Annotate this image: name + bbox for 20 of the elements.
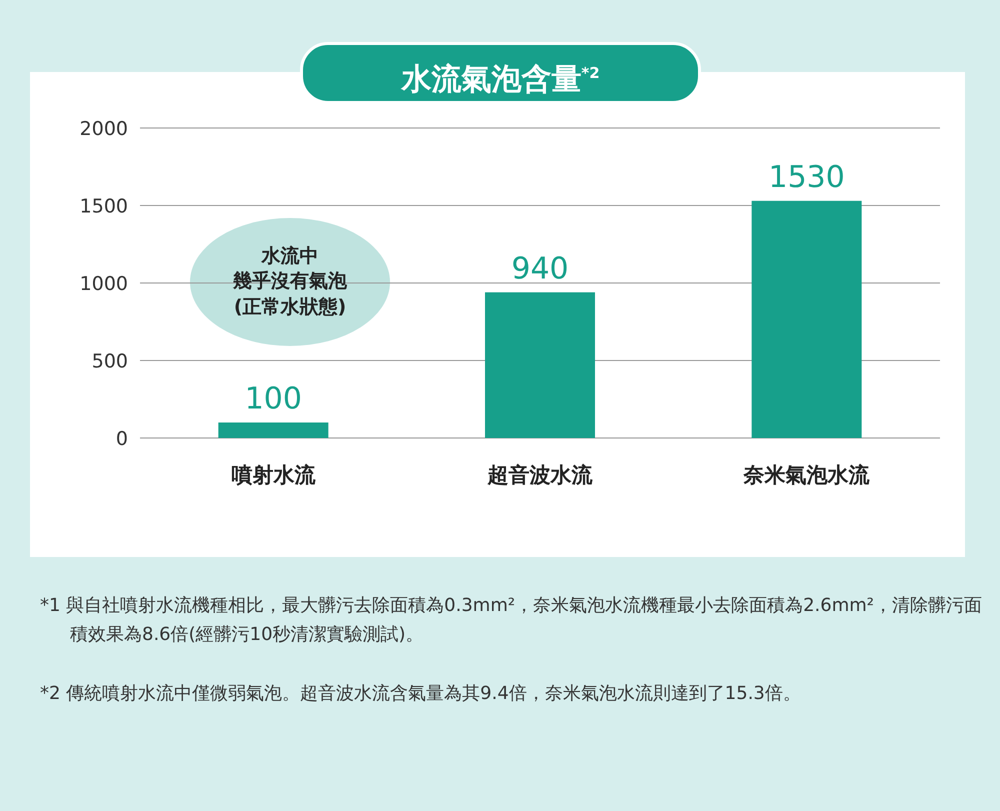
chart-title: 水流氣泡含量$^{*2}$ — [300, 42, 701, 104]
bar — [218, 422, 328, 438]
x-tick-label: 奈米氣泡水流 — [742, 463, 871, 487]
data-label: 1530 — [768, 160, 845, 195]
data-label: 100 — [244, 382, 302, 416]
x-tick-label: 噴射水流 — [231, 463, 316, 487]
annotation: (正常水狀態) — [234, 296, 346, 318]
data-label: 940 — [511, 251, 569, 286]
text: *2 傳統噴射水流中僅微弱氣泡。超音波水流含氣量為其9.4倍，奈米氣泡水流則達到了15.3倍。 — [40, 682, 802, 706]
y-tick-label: 1000 — [80, 273, 128, 295]
y-tick-label: 500 — [92, 350, 128, 372]
y-tick-label: 0 — [116, 428, 128, 450]
bar — [752, 200, 862, 438]
x-tick-label: 超音波水流 — [486, 463, 594, 487]
y-tick-label: 2000 — [80, 118, 128, 140]
text: *1 與自社噴射水流機種相比，最大髒污去除面積為0.3mm²，奈米氣泡水流機種最小去除面積為2.6mm²，清除髒污面積效果為8.6倍(經髒污10秒清潔實驗測試)。 — [40, 594, 983, 647]
annotation: 幾乎沒有氣泡 — [233, 270, 347, 292]
annotation: 水流中 — [262, 244, 318, 267]
bar — [485, 292, 595, 438]
y-tick-label: 1500 — [80, 196, 128, 218]
